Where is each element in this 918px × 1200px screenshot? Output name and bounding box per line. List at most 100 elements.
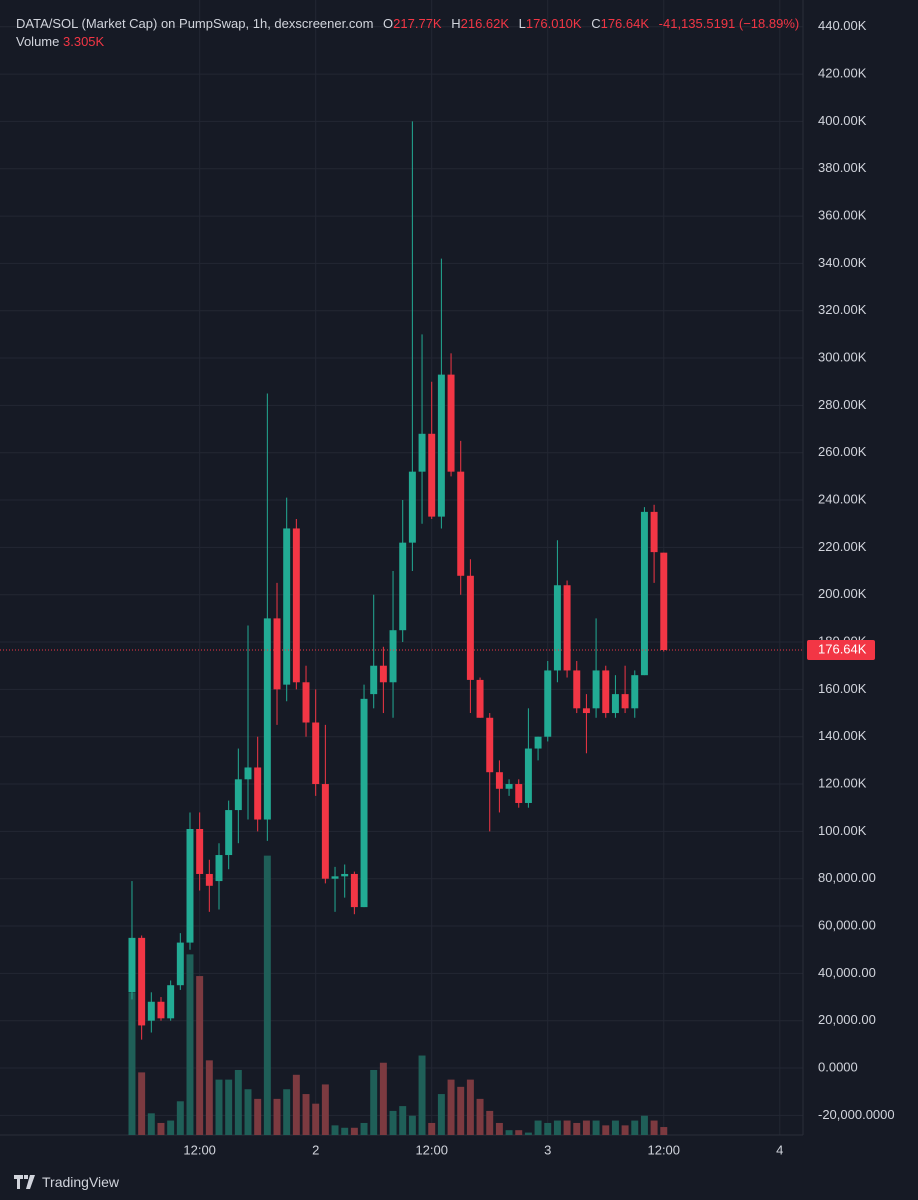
candle-body (418, 433, 426, 472)
candle-body (176, 942, 184, 986)
volume-bar (447, 1079, 455, 1135)
last-price-box (807, 639, 875, 660)
candle-body (486, 717, 494, 773)
candle-body (505, 784, 513, 789)
y-tick-label: 100.00K (818, 823, 867, 838)
volume-bar (128, 992, 136, 1135)
y-tick-label: 160.00K (818, 681, 867, 696)
volume-row: Volume 3.305K (16, 33, 799, 51)
y-tick-label: 300.00K (818, 349, 867, 364)
y-tick-label: 140.00K (818, 728, 867, 743)
y-tick-label: 420.00K (818, 66, 867, 81)
symbol-title: DATA/SOL (Market Cap) on PumpSwap, 1h, d… (16, 16, 374, 31)
volume-bar (524, 1132, 532, 1135)
open-key: O (383, 16, 394, 31)
candle-body (312, 722, 320, 785)
volume-bar (553, 1120, 561, 1135)
volume-bar (321, 1084, 329, 1135)
y-tick-label: 200.00K (818, 586, 867, 601)
candle-body (196, 829, 204, 874)
candle-body (128, 937, 136, 993)
candle-body (205, 873, 213, 886)
volume-bar (408, 1115, 416, 1135)
y-tick-label: 120.00K (818, 775, 867, 790)
volume-bar (602, 1125, 610, 1135)
volume-value: 3.305K (63, 34, 105, 49)
y-tick-label: 240.00K (818, 491, 867, 506)
volume-bar (196, 976, 204, 1135)
candle-body (341, 873, 349, 877)
volume-bar (273, 1098, 281, 1135)
y-tick-label: 60,000.00 (818, 917, 876, 932)
y-tick-label: 80,000.00 (818, 870, 876, 885)
volume-bar (215, 1079, 223, 1135)
candle-body (515, 784, 523, 803)
candle-body (534, 736, 542, 749)
volume-bar (660, 1127, 668, 1135)
candle-body (147, 1001, 155, 1021)
open-value: 217.77K (393, 16, 442, 31)
volume-bar (292, 1074, 300, 1135)
candle-body (215, 855, 223, 882)
candle-body (602, 670, 610, 714)
volume-bar (534, 1120, 542, 1135)
candle-body (428, 433, 436, 517)
candle-body (138, 937, 146, 1026)
x-tick-label: 4 (776, 1142, 783, 1157)
candle-body (631, 675, 639, 709)
candle-body (408, 471, 416, 543)
candle-body (621, 694, 629, 709)
volume-bar (640, 1115, 648, 1135)
x-tick-label: 12:00 (647, 1142, 680, 1157)
candle-body (457, 471, 465, 576)
volume-bar (263, 855, 271, 1135)
volume-bar (573, 1122, 581, 1135)
candle-body (544, 670, 552, 737)
candle-body (447, 374, 455, 472)
volume-bar (457, 1086, 465, 1135)
volume-bar (505, 1130, 513, 1135)
volume-bar (379, 1062, 387, 1135)
volume-bar (167, 1120, 175, 1135)
volume-bar (225, 1079, 233, 1135)
volume-bar (331, 1125, 339, 1135)
y-tick-label: 320.00K (818, 302, 867, 317)
y-tick-label: 40,000.00 (818, 965, 876, 980)
volume-bar (138, 1072, 146, 1135)
candle-body (234, 779, 242, 811)
volume-bar (205, 1060, 213, 1135)
volume-bar (466, 1079, 474, 1135)
candle-body (263, 618, 271, 820)
volume-bar (621, 1125, 629, 1135)
y-tick-label: 400.00K (818, 113, 867, 128)
x-tick-label: 3 (544, 1142, 551, 1157)
volume-bar (495, 1122, 503, 1135)
volume-key: Volume (16, 34, 60, 49)
candle-body (466, 575, 474, 680)
volume-bar (234, 1069, 242, 1135)
close-value: 176.64K (600, 16, 650, 31)
y-tick-label: -20,000.0000 (818, 1107, 895, 1122)
candle-body (273, 618, 281, 690)
volume-bar (544, 1122, 552, 1135)
volume-bar (486, 1110, 494, 1135)
y-tick-label: 0.0000 (818, 1059, 858, 1074)
x-tick-label: 2 (312, 1142, 319, 1157)
volume-bar (312, 1103, 320, 1135)
status-line: DATA/SOL (Market Cap) on PumpSwap, 1h, d… (16, 15, 799, 51)
candle-body (476, 679, 484, 718)
candle-body (331, 876, 339, 879)
volume-bar (370, 1069, 378, 1135)
brand[interactable]: TradingView (14, 1174, 119, 1190)
volume-bar (476, 1098, 484, 1135)
candle-body (225, 810, 233, 856)
candle-body (370, 665, 378, 695)
low-key: L (518, 16, 526, 31)
candle-body (592, 670, 600, 709)
volume-bar (157, 1122, 165, 1135)
y-tick-label: 260.00K (818, 444, 867, 459)
volume-bar (428, 1122, 436, 1135)
candle-body (573, 670, 581, 709)
brand-name: TradingView (42, 1174, 120, 1190)
